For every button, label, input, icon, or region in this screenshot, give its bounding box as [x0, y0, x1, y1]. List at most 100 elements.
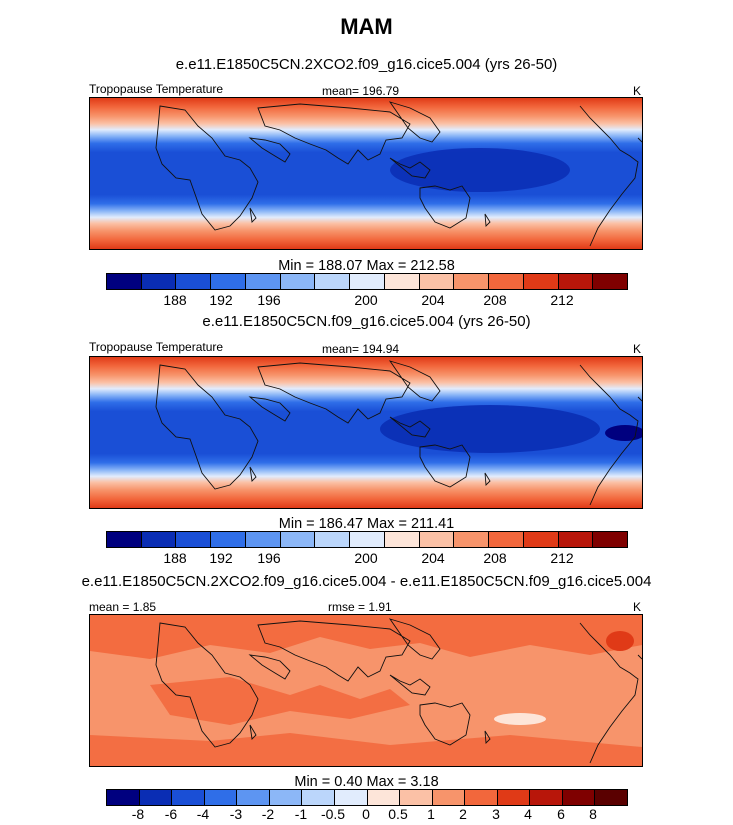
cbar3-tick-label: 8 — [589, 806, 597, 822]
cbar1-tick-label: 188 — [163, 292, 187, 308]
cbar1-swatch — [558, 274, 594, 289]
cbar2-swatch — [489, 532, 524, 547]
panel1-mean-label: mean= 196.79 — [322, 84, 400, 98]
cbar3-tick-label: 0 — [362, 806, 370, 822]
cbar2-swatch — [454, 532, 490, 547]
panel2-colorbar — [106, 531, 628, 548]
cbar2-tick-label: 200 — [354, 550, 378, 566]
panel2-variable-label: Tropopause Temperature — [89, 340, 224, 354]
panel1-units-label: K — [633, 84, 642, 98]
cbar1-swatch — [384, 274, 420, 289]
panel1-variable-label: Tropopause Temperature — [89, 82, 224, 96]
cbar2-swatch — [245, 532, 281, 547]
cbar2-swatch — [384, 532, 420, 547]
cbar1-tick-label: 212 — [550, 292, 574, 308]
panel3-strong-warming-patch — [606, 631, 634, 651]
cbar1-tick-label: 192 — [209, 292, 233, 308]
cbar3-swatch — [269, 790, 303, 805]
cbar2-swatch — [141, 532, 177, 547]
cbar2-swatch — [419, 532, 455, 547]
cbar1-tick-label: 196 — [257, 292, 281, 308]
cbar1-swatch — [176, 274, 212, 289]
cbar3-swatch — [530, 790, 563, 805]
cbar2-tick-label: 208 — [483, 550, 507, 566]
panel1-map — [89, 97, 643, 250]
panel2-case-title: e.e11.E1850C5CN.f09_g16.cice5.004 (yrs 2… — [202, 313, 531, 330]
cbar2-swatch — [593, 532, 628, 547]
panel2-minmax: Min = 186.47 Max = 211.41 — [278, 516, 455, 532]
cbar1-swatch — [107, 274, 142, 289]
cbar1-swatch — [489, 274, 524, 289]
cbar3-swatch — [595, 790, 627, 805]
panel3-stronger-warming-north — [90, 615, 642, 659]
cbar1-swatch — [593, 274, 628, 289]
panel1-colorbar — [106, 273, 628, 290]
cbar3-tick-label: -0.5 — [320, 806, 346, 822]
panel2-mean-label: mean= 194.94 — [322, 342, 400, 356]
cbar3-tick-label: 2 — [459, 806, 467, 822]
cbar2-swatch — [523, 532, 559, 547]
cbar3-tick-label: -2 — [261, 806, 275, 822]
cbar3-tick-label: 4 — [524, 806, 532, 822]
panel2-map — [89, 356, 643, 509]
panel3-stronger-warming-south — [90, 733, 642, 766]
panel1-warm-pool-cold-core — [390, 148, 570, 192]
panel3-case-title: e.e11.E1850C5CN.2XCO2.f09_g16.cice5.004 … — [81, 573, 652, 590]
panel1-continent-outlines — [155, 101, 642, 247]
figure-title: MAM — [340, 14, 393, 39]
cbar2-swatch — [350, 532, 385, 547]
cbar2-tick-label: 196 — [257, 550, 281, 566]
cbar1-swatch — [454, 274, 490, 289]
cbar1-swatch — [419, 274, 455, 289]
cbar3-swatch — [367, 790, 401, 805]
cbar1-swatch — [245, 274, 281, 289]
cbar3-swatch — [400, 790, 433, 805]
cbar3-swatch — [204, 790, 238, 805]
cbar1-swatch — [523, 274, 559, 289]
cbar1-tick-label: 200 — [354, 292, 378, 308]
cbar3-tick-label: 3 — [492, 806, 500, 822]
cbar2-swatch — [211, 532, 246, 547]
panel3-continent-outlines — [155, 618, 642, 764]
panel2-coldest-core — [605, 425, 642, 441]
cbar1-swatch — [141, 274, 177, 289]
cbar2-tick-label: 192 — [209, 550, 233, 566]
cbar3-swatch — [497, 790, 531, 805]
panel3-colorbar — [106, 789, 628, 806]
cbar1-swatch — [350, 274, 385, 289]
cbar3-swatch — [172, 790, 205, 805]
panel3-rmse-label: rmse = 1.91 — [328, 600, 392, 614]
cbar3-swatch — [107, 790, 140, 805]
cbar2-swatch — [107, 532, 142, 547]
panel3-minmax: Min = 0.40 Max = 3.18 — [294, 774, 439, 790]
cbar3-swatch — [302, 790, 335, 805]
panel1-minmax: Min = 188.07 Max = 212.58 — [278, 258, 455, 274]
cbar1-swatch — [315, 274, 351, 289]
cbar3-tick-label: -1 — [294, 806, 308, 822]
cbar3-tick-label: -4 — [196, 806, 210, 822]
cbar1-swatch — [280, 274, 316, 289]
cbar2-swatch — [315, 532, 351, 547]
panel2-warm-pool-cold-core — [380, 405, 600, 453]
cbar3-tick-label: -3 — [229, 806, 243, 822]
cbar3-swatch — [139, 790, 173, 805]
panel2-continent-outlines — [155, 360, 642, 506]
panel2-units-label: K — [633, 342, 642, 356]
cbar1-tick-label: 204 — [421, 292, 445, 308]
cbar3-swatch — [562, 790, 596, 805]
cbar3-swatch — [334, 790, 368, 805]
cbar3-tick-label: 6 — [557, 806, 565, 822]
panel3-map — [89, 614, 643, 767]
cbar1-tick-label: 208 — [483, 292, 507, 308]
cbar3-swatch — [465, 790, 498, 805]
cbar2-swatch — [280, 532, 316, 547]
cbar2-tick-label: 188 — [163, 550, 187, 566]
cbar3-swatch — [432, 790, 466, 805]
panel3-units-label: K — [633, 600, 642, 614]
panel3-weak-warming-patch — [494, 713, 546, 725]
cbar3-swatch — [237, 790, 270, 805]
cbar1-swatch — [211, 274, 246, 289]
cbar3-tick-label: -8 — [131, 806, 145, 822]
cbar2-swatch — [558, 532, 594, 547]
panel3-mean-label: mean = 1.85 — [89, 600, 157, 614]
